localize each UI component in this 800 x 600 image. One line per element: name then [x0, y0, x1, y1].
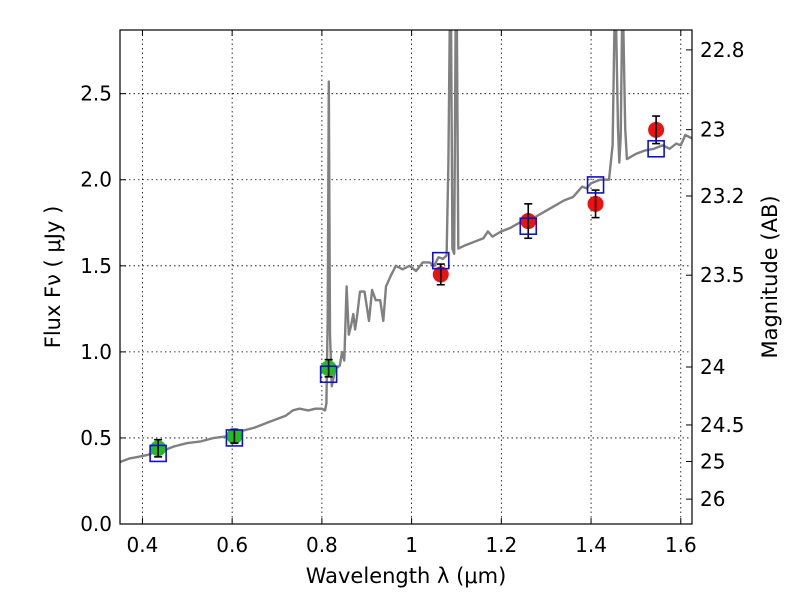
model-square-marker	[225, 429, 244, 447]
x-tick-label: 1.4	[575, 533, 607, 557]
magnitude-tick-label: 25	[700, 450, 725, 474]
axis-ticks: 0.4 0.6 0.8 1 1.2 1.4 1.6 0.0 0.5 1.0 1.5 2.0 2.5 22.…	[80, 30, 745, 557]
model-square-marker	[586, 176, 605, 194]
x-tick-label: 1.6	[665, 533, 697, 557]
magnitude-axis-label: Magnitude (AB)	[758, 195, 782, 358]
magnitude-tick-label: 26	[700, 487, 725, 511]
x-tick-label: 1	[405, 533, 418, 557]
grid	[120, 30, 692, 525]
y-tick-label: 1.5	[80, 254, 112, 278]
y-tick-label: 0.0	[80, 512, 112, 536]
magnitude-tick-label: 24.5	[700, 413, 745, 437]
x-tick-label: 0.8	[306, 533, 338, 557]
x-axis-label: Wavelength λ (μm)	[306, 564, 507, 588]
x-tick-label: 1.2	[485, 533, 517, 557]
magnitude-tick-label: 23.5	[700, 263, 745, 287]
x-tick-label: 0.6	[216, 533, 248, 557]
model-square-marker	[647, 139, 665, 158]
model-square-marker	[149, 444, 167, 463]
spectrum-line	[120, 30, 692, 464]
x-tick-label: 0.4	[127, 533, 159, 557]
y-tick-label: 2.0	[80, 168, 112, 192]
data-points	[149, 115, 665, 463]
magnitude-tick-label: 24	[700, 355, 725, 379]
y-tick-label: 0.5	[80, 426, 112, 450]
y-axis-label: Flux Fν ( μJy )	[41, 206, 65, 349]
plot-frame	[119, 29, 693, 525]
spectrum-layer	[120, 30, 692, 464]
model-square-marker	[519, 217, 538, 236]
model-square-marker	[319, 365, 338, 384]
y-tick-label: 1.0	[80, 340, 112, 364]
magnitude-tick-label: 23	[700, 118, 725, 142]
model-square-marker	[431, 251, 450, 270]
magnitude-tick-label: 22.8	[700, 38, 745, 62]
magnitude-tick-label: 23.2	[700, 184, 745, 208]
y-tick-label: 2.5	[80, 82, 112, 106]
